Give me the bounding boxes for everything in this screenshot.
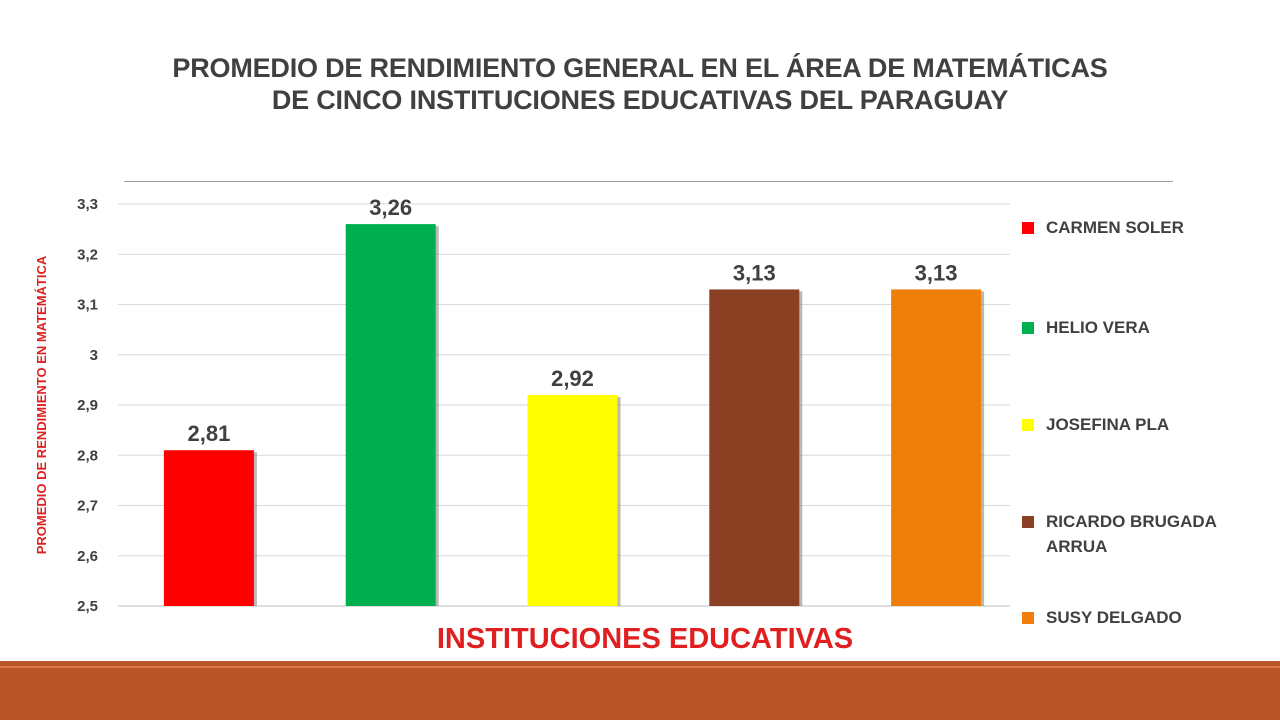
legend-item: RICARDO BRUGADA ARRUA — [1022, 509, 1256, 559]
x-axis-label: INSTITUCIONES EDUCATIVAS — [437, 623, 853, 655]
bar-carmen-soler — [163, 450, 254, 606]
data-label: 2,81 — [187, 421, 230, 446]
legend-label: CARMEN SOLER — [1046, 218, 1184, 237]
legend-swatch — [1022, 222, 1034, 234]
legend-swatch — [1022, 419, 1034, 431]
data-label: 3,26 — [369, 195, 412, 220]
data-label: 3,13 — [915, 260, 958, 285]
legend-item: CARMEN SOLER — [1022, 215, 1256, 240]
y-tick-label: 2,8 — [77, 447, 98, 464]
chart-title: PROMEDIO DE RENDIMIENTO GENERAL EN EL ÁR… — [40, 52, 1240, 116]
footer-band — [0, 661, 1280, 720]
data-label: 3,13 — [733, 260, 776, 285]
title-divider-line — [124, 181, 1173, 182]
y-axis-label: PROMEDIO DE RENDIMIENTO EN MATEMÁTICA — [34, 255, 49, 554]
y-tick-label: 2,5 — [77, 598, 98, 615]
bars — [163, 224, 985, 606]
legend-swatch — [1022, 516, 1034, 528]
legend-item: SUSY DELGADO — [1022, 605, 1256, 630]
chart-legend: CARMEN SOLER HELIO VERA JOSEFINA PLA RICARD… — [1022, 205, 1272, 635]
bar-josefina-pla — [527, 394, 618, 606]
legend-label: SUSY DELGADO — [1046, 608, 1182, 627]
y-tick-label: 2,7 — [77, 498, 98, 515]
legend-item: JOSEFINA PLA — [1022, 412, 1256, 437]
data-label: 2,92 — [551, 366, 594, 391]
y-tick-label: 3 — [90, 347, 98, 364]
y-tick-label: 3,3 — [77, 196, 98, 213]
legend-swatch — [1022, 612, 1034, 624]
bar-ricardo-brugada-arrua — [709, 289, 800, 606]
y-tick-label: 2,9 — [77, 397, 98, 414]
y-axis-ticks: 2,5 2,6 2,7 2,8 2,9 3 3,1 3,2 3,3 — [77, 196, 98, 615]
footer-accent-line — [0, 666, 1280, 668]
bar-helio-vera — [345, 224, 436, 606]
bar-susy-delgado — [891, 289, 982, 606]
legend-label: RICARDO BRUGADA ARRUA — [1046, 512, 1217, 556]
legend-label: JOSEFINA PLA — [1046, 415, 1170, 434]
chart-title-line-1: PROMEDIO DE RENDIMIENTO GENERAL EN EL ÁR… — [172, 53, 1108, 83]
legend-label: HELIO VERA — [1046, 318, 1150, 337]
legend-swatch — [1022, 322, 1034, 334]
y-tick-label: 3,2 — [77, 246, 98, 263]
legend-item: HELIO VERA — [1022, 315, 1256, 340]
bar-chart: 2,5 2,6 2,7 2,8 2,9 3 3,1 3,2 3,3 2,81 3,26 2,92 3,… — [34, 195, 1010, 655]
y-tick-label: 3,1 — [77, 297, 98, 314]
chart-title-line-2: DE CINCO INSTITUCIONES EDUCATIVAS DEL PA… — [271, 85, 1009, 115]
data-labels: 2,81 3,26 2,92 3,13 3,13 — [187, 195, 957, 446]
y-tick-label: 2,6 — [77, 548, 98, 565]
